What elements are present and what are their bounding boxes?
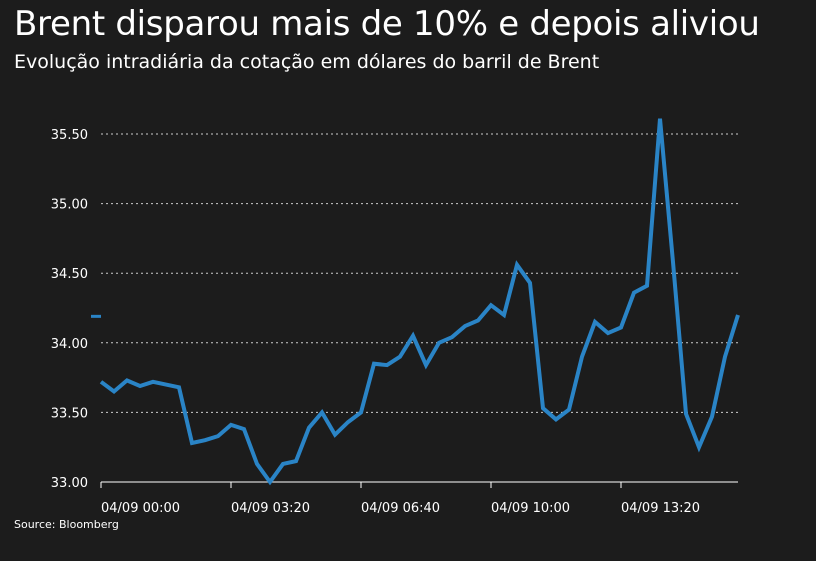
series-line — [99, 118, 740, 486]
series-layer — [91, 118, 740, 486]
x-tick-label: 04/09 10:00 — [491, 501, 570, 516]
chart-subtitle: Evolução intradiária da cotação em dólar… — [14, 51, 600, 73]
y-tick-label: 35.50 — [51, 128, 88, 143]
y-tick-label: 35.00 — [51, 198, 88, 213]
x-tick-label: 04/09 03:20 — [231, 501, 310, 516]
y-tick-label: 34.50 — [51, 267, 88, 282]
x-tick-label: 04/09 06:40 — [361, 501, 440, 516]
y-tick-label: 33.50 — [51, 406, 88, 421]
axes — [100, 481, 738, 488]
gridlines — [101, 133, 738, 413]
chart-title: Brent disparou mais de 10% e depois aliv… — [14, 4, 760, 44]
y-tick-label: 33.00 — [51, 476, 88, 491]
x-tick-label: 04/09 00:00 — [101, 501, 180, 516]
source-note: Source: Bloomberg — [14, 518, 119, 531]
y-tick-label: 34.00 — [51, 337, 88, 352]
x-tick-label: 04/09 13:20 — [621, 501, 700, 516]
tick-labels: 33.00 33.50 34.00 34.50 35.00 35.50 04/09 00:0… — [51, 128, 700, 516]
